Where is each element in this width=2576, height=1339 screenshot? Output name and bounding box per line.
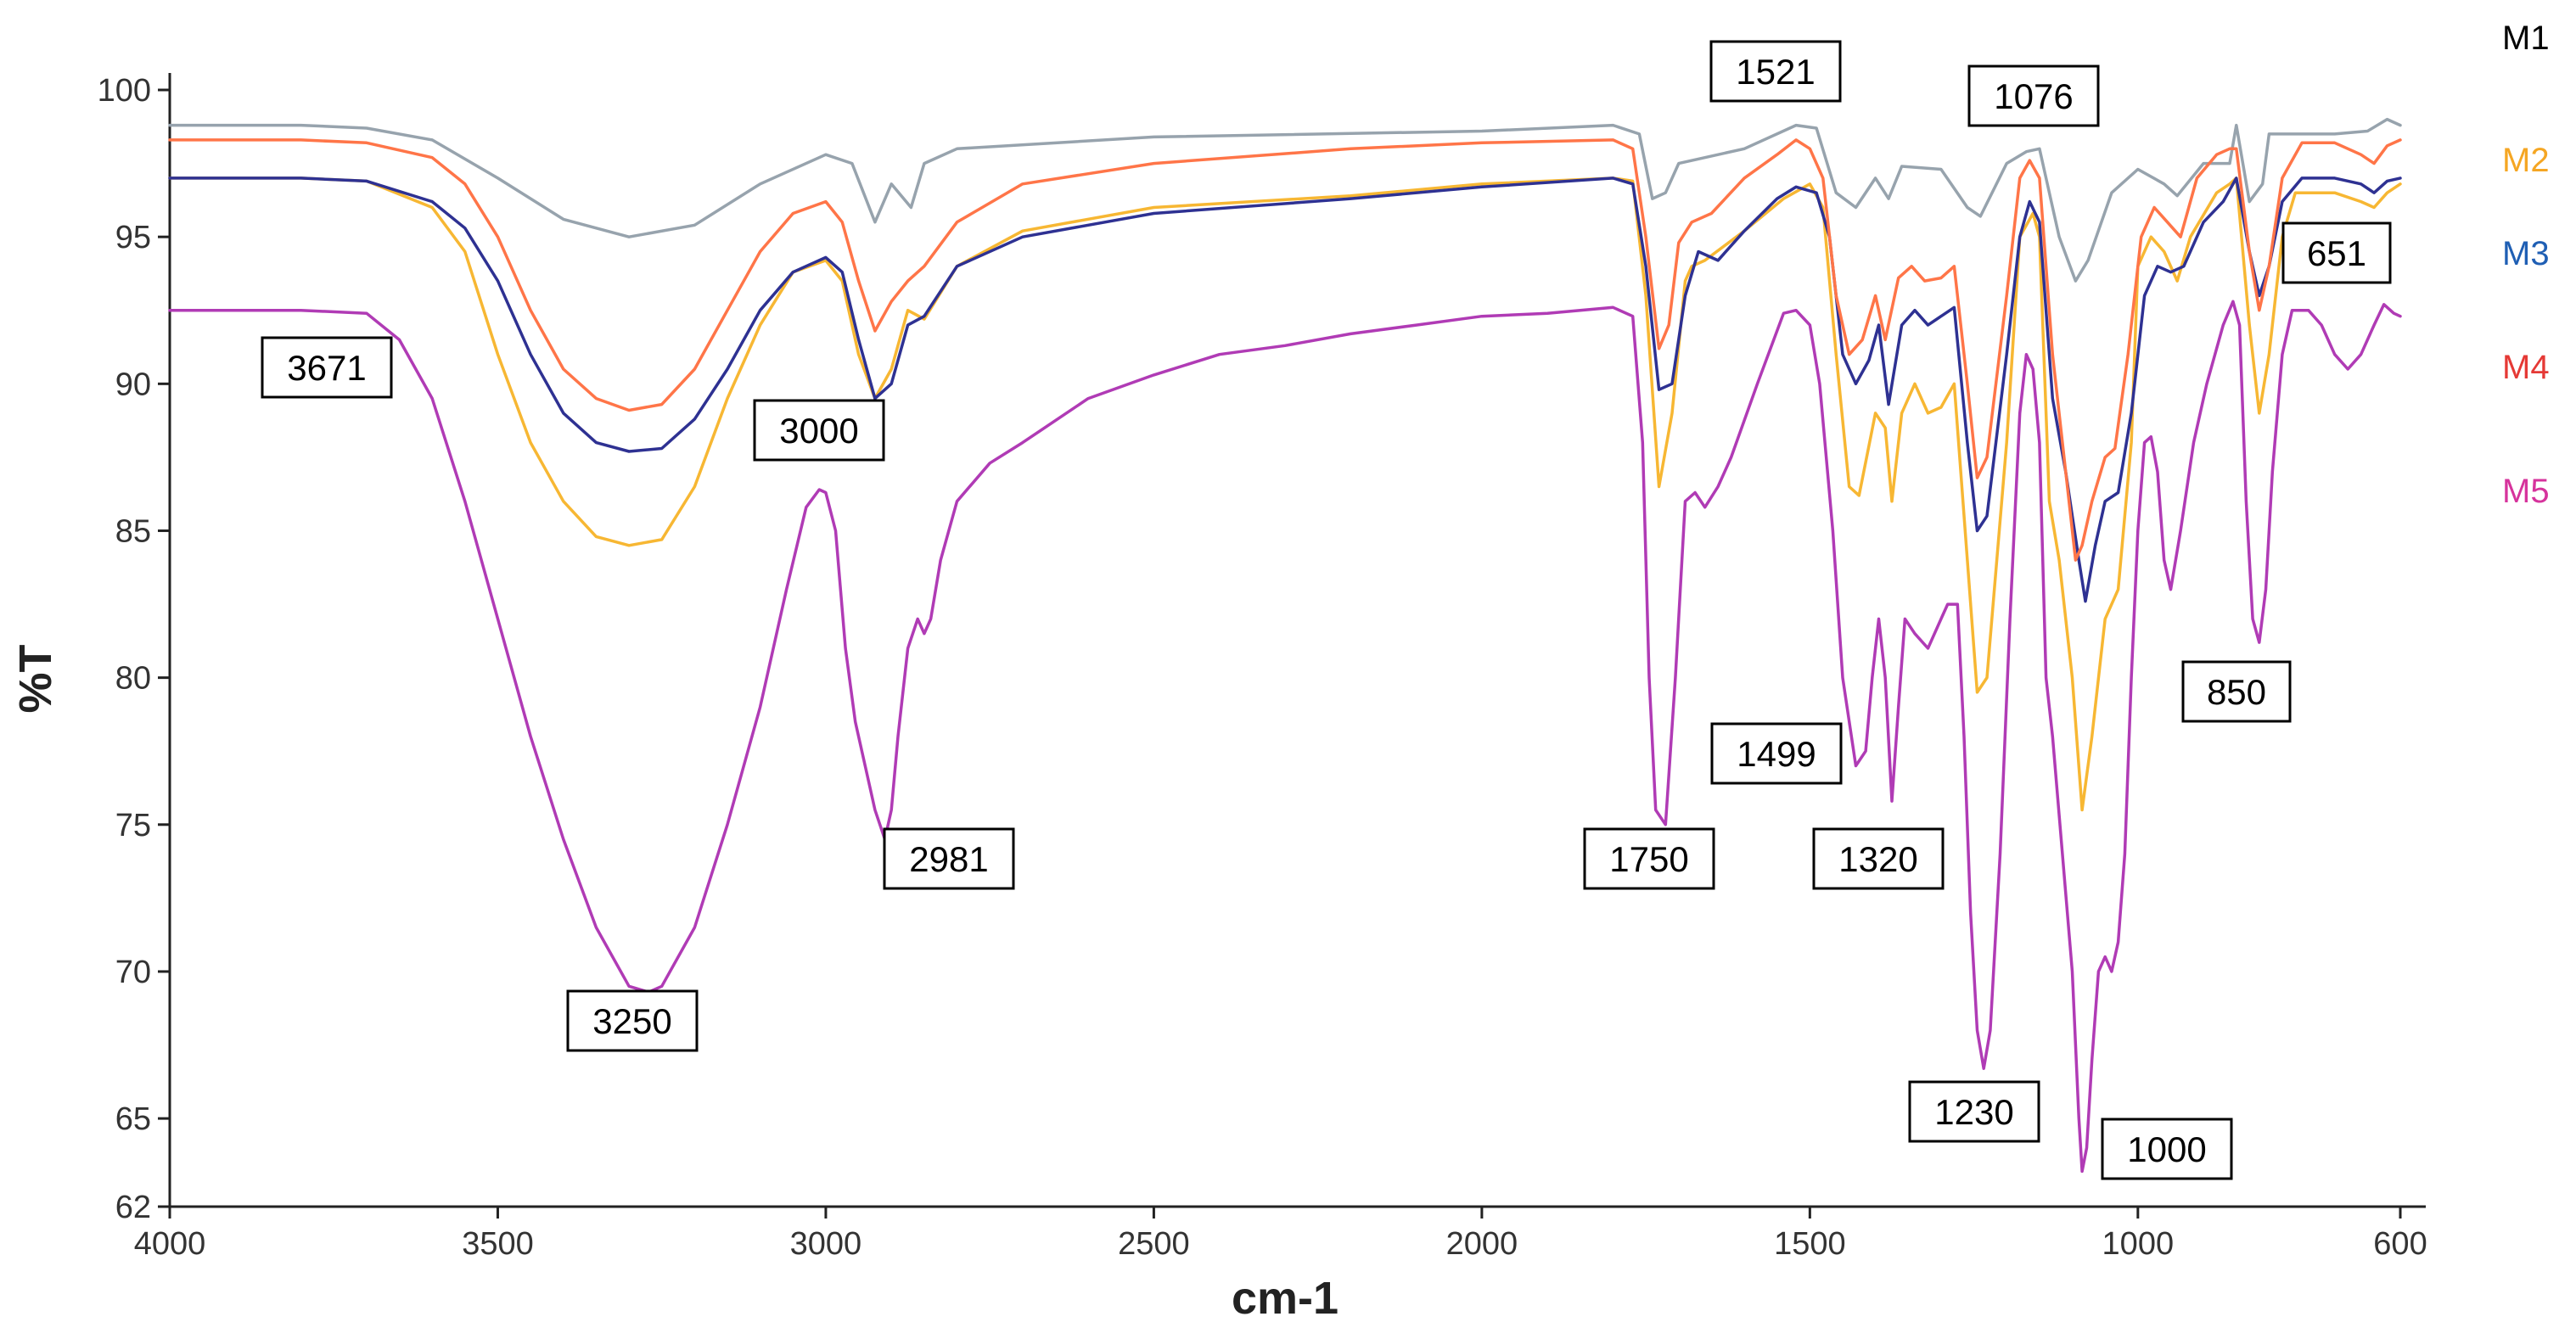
y-tick-label: 90 [115,367,151,402]
peak-annotation: 850 [2181,660,2292,723]
annotation-label: 651 [2307,233,2366,273]
peak-annotation: 1750 [1583,827,1715,890]
series-line-2 [168,176,2402,812]
y-tick-label: 100 [98,73,151,109]
y-tick-label: 62 [115,1190,151,1225]
series-layer [168,117,2402,1174]
y-tick-label: 65 [115,1101,151,1137]
legend-entry-m3: M3 [2502,235,2550,272]
x-tick-label: 1500 [1774,1226,1846,1262]
axes: 4000 3500 3000 2500 2000 1500 1000 600 62 65 70 75 8… [98,73,2427,1262]
annotation-box [2281,221,2392,284]
x-tick-label: 600 [2373,1226,2427,1262]
legend-entry-m5: M5 [2502,473,2550,510]
series-line-3 [168,176,2402,603]
peak-annotation: 1000 [2101,1118,2233,1180]
annotation-label: 1230 [1934,1092,2013,1132]
y-tick-label: 85 [115,513,151,549]
legend-entry-m4: M4 [2502,349,2550,386]
peak-annotation: 3000 [753,399,885,462]
annotation-box [566,989,699,1052]
annotation-label: 3250 [592,1001,671,1041]
annotation-box [1812,827,1945,890]
legend-entry-m1: M1 [2502,20,2550,57]
annotation-box [1583,827,1715,890]
annotation-label: 2981 [909,839,988,879]
annotation-box [1908,1080,2040,1143]
annotation-box [1709,40,1842,103]
legend: M1 M2 M3 M4 M5 [2502,20,2550,510]
x-tick-label: 1000 [2102,1226,2175,1262]
peak-annotation: 1076 [1967,64,2100,127]
annotation-box [2181,660,2292,723]
series-line-4 [168,138,2402,562]
annotation-label: 1499 [1737,734,1816,774]
x-tick-label: 2500 [1118,1226,1190,1262]
annotation-label: 3671 [287,348,366,388]
annotation-label: 1000 [2127,1129,2206,1169]
annotation-label: 1320 [1838,839,1917,879]
x-tick-label: 3500 [462,1226,534,1262]
annotation-label: 1750 [1609,839,1688,879]
series-line-5 [168,300,2402,1174]
peak-annotation: 3250 [566,989,699,1052]
peak-annotation: 2981 [883,827,1015,890]
peak-annotation: 1521 [1709,40,1842,103]
annotation-label: 1076 [1994,76,2073,116]
annotation-box [2101,1118,2233,1180]
legend-entry-m2: M2 [2502,142,2550,179]
y-tick-label: 80 [115,661,151,697]
annotation-box [261,336,393,399]
annotation-label: 850 [2207,672,2266,712]
peak-annotation: 3671 [261,336,393,399]
annotation-label: 1521 [1736,52,1815,92]
annotation-box [753,399,885,462]
x-tick-label: 3000 [790,1226,862,1262]
y-tick-label: 95 [115,220,151,255]
y-tick-label: 70 [115,955,151,990]
y-tick-label: 75 [115,808,151,843]
x-axis-title: cm-1 [1232,1273,1339,1324]
annotation-layer: 3671 3250 3000 2981 1750 1521 1499 1320 1230 1076… [261,40,2392,1180]
peak-annotation: 1230 [1908,1080,2040,1143]
annotation-box [1967,64,2100,127]
y-axis-title: %T [10,644,61,713]
peak-annotation: 1320 [1812,827,1945,890]
peak-annotation: 651 [2281,221,2392,284]
x-tick-label: 2000 [1446,1226,1518,1262]
annotation-label: 3000 [779,411,858,451]
annotation-box [1710,722,1843,785]
annotation-box [883,827,1015,890]
x-tick-label: 4000 [134,1226,206,1262]
peak-annotation: 1499 [1710,722,1843,785]
